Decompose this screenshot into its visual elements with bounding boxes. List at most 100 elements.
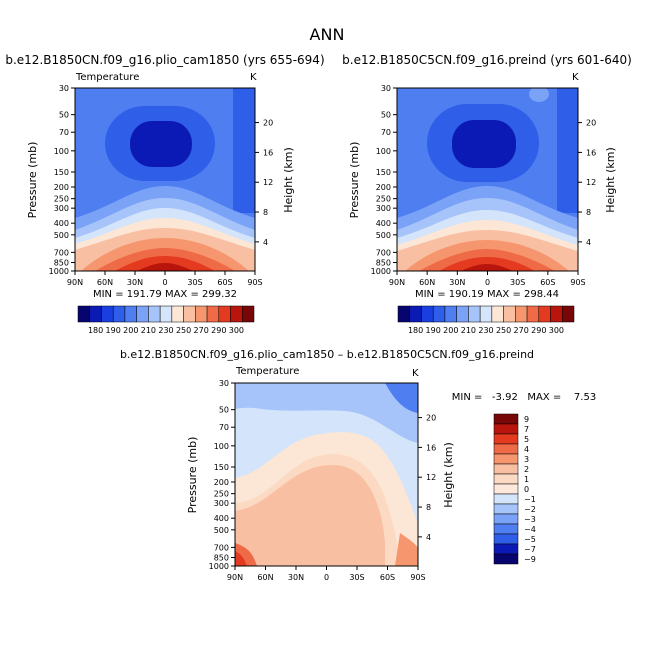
y-tick-label: 150 <box>376 168 391 177</box>
colorbar-label: −7 <box>524 545 536 554</box>
y2-tick-label: 20 <box>426 414 436 423</box>
y2-tick-label: 4 <box>263 238 268 247</box>
y-tick-label: 850 <box>376 259 391 268</box>
colorbar-label: −1 <box>524 495 536 504</box>
panel-1-ylabel: Pressure (mb) <box>26 142 39 219</box>
x-tick-label: 30N <box>449 278 465 287</box>
contour-band <box>461 264 513 271</box>
colorbar-swatch <box>491 305 504 323</box>
y-tick-label: 250 <box>214 490 229 499</box>
y2-tick-label: 4 <box>426 533 431 542</box>
y-tick-label: 50 <box>219 406 229 415</box>
y-tick-label: 70 <box>219 423 229 432</box>
panel-2-colorbar: 180 190 200 210 230 250 270 290 300 <box>397 305 575 335</box>
colorbar-label: 180 <box>88 326 103 335</box>
colorbar-label: 270 <box>194 326 209 335</box>
x-tick-label: 60N <box>97 278 113 287</box>
y2-tick-label: 8 <box>586 208 591 217</box>
contour-band <box>235 551 247 566</box>
colorbar-swatch <box>515 305 528 323</box>
y-tick-label: 1000 <box>209 562 229 571</box>
colorbar-label: 290 <box>531 326 546 335</box>
panel-2-stats: MIN = 190.19 MAX = 298.44 <box>415 289 559 300</box>
y-tick-label: 850 <box>214 554 229 563</box>
colorbar-label: 290 <box>211 326 226 335</box>
colorbar-swatch <box>562 305 575 323</box>
panel-2-axes: 305070100150200250300400500700850100090N… <box>371 84 597 287</box>
page-title: ANN <box>310 25 345 44</box>
panel-3-ylabel: Pressure (mb) <box>186 437 199 514</box>
panel-3-plot-area <box>235 383 418 566</box>
colorbar-label: 200 <box>123 326 138 335</box>
y-tick-label: 1000 <box>49 267 69 276</box>
colorbar-label: 210 <box>141 326 156 335</box>
colorbar-swatch <box>493 523 519 535</box>
x-tick-label: 90N <box>67 278 83 287</box>
colorbar-swatch <box>526 305 540 323</box>
x-tick-label: 30N <box>288 573 304 582</box>
colorbar-label: 2 <box>524 465 529 474</box>
colorbar-label: 230 <box>478 326 493 335</box>
colorbar-label: 250 <box>176 326 191 335</box>
panel-3-units: K <box>412 368 419 379</box>
colorbar-swatch <box>538 305 551 323</box>
colorbar-swatch <box>493 463 519 475</box>
colorbar-swatch <box>493 433 519 445</box>
y-tick-label: 300 <box>376 204 391 213</box>
contour-band <box>130 121 192 167</box>
y2-tick-label: 12 <box>263 178 273 187</box>
colorbar-swatch <box>479 305 493 323</box>
panel-1-colorbar: 180 190 200 210 230 250 270 290 300 <box>77 305 255 335</box>
colorbar-swatch <box>493 423 519 435</box>
colorbar-label: −2 <box>524 505 536 514</box>
colorbar-swatch <box>550 305 563 323</box>
panel-1-subtitle: Temperature <box>75 72 139 83</box>
contour-band <box>235 383 418 443</box>
colorbar-swatch <box>136 305 149 323</box>
contour-band <box>557 88 578 213</box>
colorbar-swatch <box>493 443 519 455</box>
panel-2-title: b.e12.B1850C5CN.f09_g16.preind (yrs 601-… <box>342 53 632 67</box>
colorbar-swatch <box>171 305 184 323</box>
y-tick-label: 300 <box>54 204 69 213</box>
colorbar-label: 190 <box>426 326 441 335</box>
y-tick-label: 500 <box>214 526 229 535</box>
colorbar-swatch <box>206 305 220 323</box>
colorbar-label: 250 <box>496 326 511 335</box>
panel-plio: b.e12.B1850CN.f09_g16.plio_cam1850 (yrs … <box>5 53 324 335</box>
x-tick-label: 90S <box>410 573 425 582</box>
colorbar-swatch <box>159 305 173 323</box>
y2-tick-label: 16 <box>263 148 273 157</box>
colorbar-label: 300 <box>549 326 564 335</box>
colorbar-swatch <box>503 305 516 323</box>
panel-3-stats: MIN = -3.92 MAX = 7.53 <box>452 392 596 403</box>
panel-1-units: K <box>250 72 257 83</box>
colorbar-swatch <box>493 453 519 465</box>
x-tick-label: 60N <box>419 278 435 287</box>
colorbar-label: 230 <box>158 326 173 335</box>
panel-3-axes: 305070100150200250300400500700850100090N… <box>209 379 437 582</box>
colorbar-swatch <box>493 493 519 505</box>
colorbar-label: 7 <box>524 425 529 434</box>
y-tick-label: 850 <box>54 259 69 268</box>
x-tick-label: 30S <box>510 278 525 287</box>
y-tick-label: 250 <box>54 195 69 204</box>
x-tick-label: 90N <box>389 278 405 287</box>
y-tick-label: 30 <box>381 84 391 93</box>
panel-2-ylabel: Pressure (mb) <box>348 142 361 219</box>
colorbar-swatch <box>493 543 519 555</box>
y-tick-label: 50 <box>59 111 69 120</box>
colorbar-label: 210 <box>461 326 476 335</box>
y-tick-label: 250 <box>376 195 391 204</box>
panel-1-stats: MIN = 191.79 MAX = 299.32 <box>93 289 237 300</box>
y-tick-label: 30 <box>59 84 69 93</box>
panel-2-plot-area <box>397 88 578 271</box>
colorbar-swatch <box>230 305 243 323</box>
colorbar-swatch <box>444 305 457 323</box>
panel-3-y2label: Height (km) <box>442 442 455 508</box>
y2-tick-label: 20 <box>263 119 273 128</box>
colorbar-swatch <box>148 305 161 323</box>
x-tick-label: 0 <box>162 278 167 287</box>
